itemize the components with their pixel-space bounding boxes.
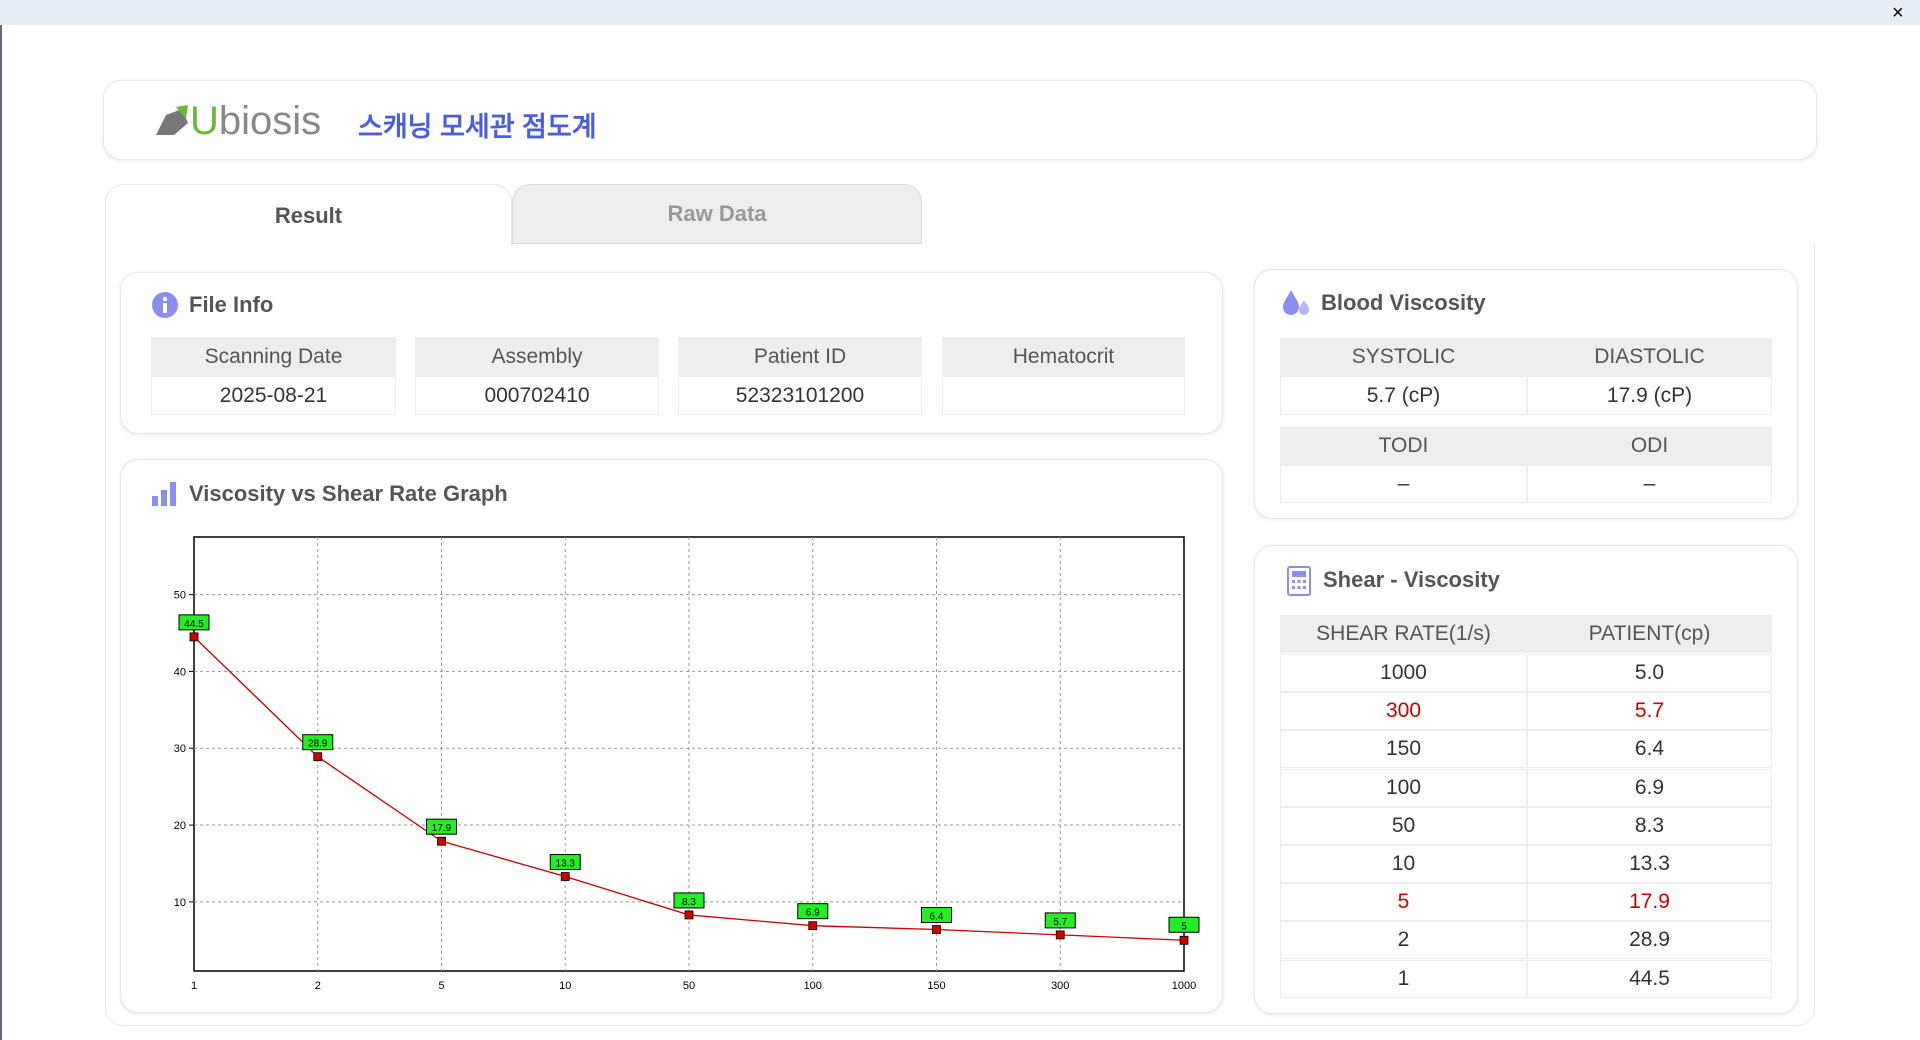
value-label-box [1044, 912, 1076, 929]
x-tick-label: 1 [191, 980, 197, 992]
cell-value: 5.7 (cP) [1280, 376, 1527, 415]
cell-value: 50 [1280, 806, 1527, 845]
value-label-box [178, 614, 210, 631]
x-tick-label: 10 [559, 980, 571, 992]
cell-value: 6.9 [1527, 768, 1772, 807]
x-tick-label: 2 [315, 980, 321, 992]
value-label: 13.3 [556, 859, 576, 870]
cell-value: 17.9 [1527, 883, 1772, 922]
logo-icon [156, 105, 188, 135]
x-tick-label: 50 [683, 980, 695, 992]
cell-value: 1000 [1280, 654, 1527, 692]
cell-value: 2 [1280, 921, 1527, 960]
chart-title: Viscosity vs Shear Rate Graph [189, 481, 508, 506]
column-header: Assembly [415, 337, 659, 376]
value-label: 6.4 [930, 912, 944, 923]
card-title: Shear - Viscosity [1323, 567, 1500, 592]
value-label-box [426, 818, 457, 835]
x-tick-label: 1000 [1172, 980, 1196, 992]
value-label: 44.5 [184, 619, 204, 630]
column-header: SYSTOLIC [1280, 338, 1527, 376]
drop-icon [1283, 290, 1309, 315]
value-label-box [673, 892, 705, 909]
value-label: 5 [1181, 921, 1187, 932]
cell-value: 150 [1280, 730, 1527, 769]
card-title: Blood Viscosity [1321, 290, 1486, 315]
value-label-box [549, 854, 581, 871]
data-point [808, 921, 818, 931]
cell-value: 8.3 [1527, 806, 1772, 845]
value-label: 8.3 [682, 897, 696, 908]
cell-value: 28.9 [1527, 921, 1772, 960]
chart: 10 20 30 40 50 1 2 5 10 50 100 150 300 1000 44.5 28.9 17… [174, 536, 1200, 992]
value-label-box [921, 907, 952, 924]
value-label-box [797, 903, 829, 920]
chart-icon [152, 482, 176, 506]
column-header: Scanning Date [151, 337, 396, 376]
value-label: 6.9 [806, 908, 820, 919]
column-header: Patient ID [678, 337, 922, 376]
cell-value: 000702410 [415, 376, 659, 415]
x-tick-label: 5 [438, 980, 444, 992]
cell-value: 13.3 [1527, 845, 1772, 883]
cell-value [942, 376, 1185, 415]
cell-value: 300 [1280, 692, 1527, 731]
app-title: 스캐닝 모세관 점도계 [358, 112, 597, 142]
column-header: Hematocrit [942, 337, 1185, 376]
column-header: PATIENT(cp) [1527, 615, 1772, 653]
cell-value: 17.9 (cP) [1527, 376, 1772, 415]
data-point [932, 925, 941, 934]
logo: Ubiosis [190, 99, 322, 143]
y-tick-label: 50 [174, 590, 186, 602]
column-header: SHEAR RATE(1/s) [1280, 615, 1527, 653]
chart-card: Viscosity vs Shear Rate Graph 10 20 30 40 50… [120, 459, 1223, 1013]
cell-value: 100 [1280, 768, 1527, 807]
value-label: 17.9 [432, 823, 452, 834]
cell-value: – [1527, 465, 1772, 503]
calculator-icon [1287, 566, 1311, 596]
card-title: File Info [189, 292, 274, 317]
data-point [1179, 935, 1189, 945]
column-header: DIASTOLIC [1527, 338, 1772, 376]
data-point [313, 752, 323, 762]
x-tick-label: 150 [927, 980, 945, 992]
column-header: ODI [1527, 427, 1772, 465]
cell-value: 5 [1280, 883, 1527, 922]
tab-panel [105, 244, 1815, 1026]
x-tick-label: 100 [804, 980, 822, 992]
data-point [1055, 930, 1065, 940]
cell-value: 5.7 [1527, 692, 1772, 731]
tab-result[interactable]: Result [105, 184, 512, 246]
info-icon [152, 292, 178, 318]
window-edge [0, 25, 2, 1040]
y-tick-label: 20 [174, 820, 186, 832]
cell-value: 44.5 [1527, 959, 1772, 998]
y-tick-label: 40 [174, 666, 186, 678]
close-button[interactable]: × [1892, 2, 1904, 24]
data-point [189, 632, 199, 642]
y-tick-label: 30 [174, 743, 186, 755]
x-tick-label: 300 [1051, 980, 1069, 992]
cell-value: 6.4 [1527, 730, 1772, 769]
title-bar [0, 0, 1920, 25]
cell-value: 1 [1280, 959, 1527, 998]
value-label: 28.9 [308, 739, 328, 750]
value-label-box [302, 734, 334, 751]
data-point [437, 836, 446, 846]
cell-value: 2025-08-21 [151, 376, 396, 415]
data-point [560, 872, 570, 881]
cell-value: – [1280, 465, 1527, 503]
value-label-box [1168, 916, 1200, 933]
data-point [684, 910, 694, 920]
value-label: 5.7 [1053, 917, 1067, 928]
cell-value: 52323101200 [678, 376, 922, 415]
cell-value: 5.0 [1527, 654, 1772, 692]
header-card: Ubiosis 스캐닝 모세관 점도계 [103, 80, 1817, 160]
tab-raw-data[interactable]: Raw Data [512, 184, 922, 244]
column-header: TODI [1280, 427, 1527, 465]
y-tick-label: 10 [174, 897, 186, 909]
cell-value: 10 [1280, 845, 1527, 883]
